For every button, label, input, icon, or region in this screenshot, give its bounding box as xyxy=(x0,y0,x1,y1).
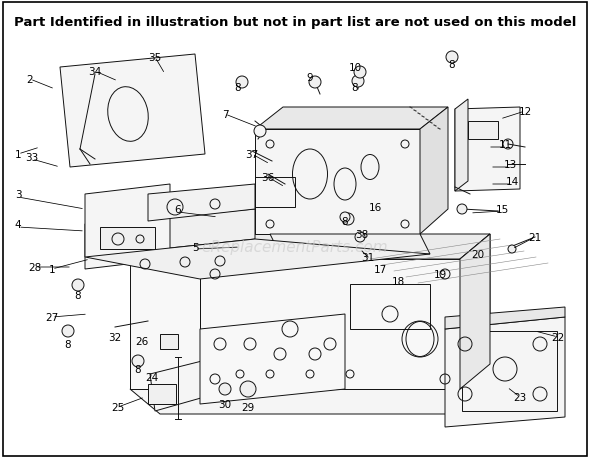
Polygon shape xyxy=(420,108,448,235)
Text: 34: 34 xyxy=(88,67,101,77)
Text: 10: 10 xyxy=(349,63,362,73)
Bar xyxy=(350,285,430,329)
Text: 8: 8 xyxy=(135,364,142,374)
Text: 8: 8 xyxy=(352,83,358,93)
Text: 25: 25 xyxy=(112,402,124,412)
Circle shape xyxy=(132,355,144,367)
Text: eReplacementParts.com: eReplacementParts.com xyxy=(202,240,388,255)
Text: 36: 36 xyxy=(261,173,274,183)
Text: 31: 31 xyxy=(361,252,375,263)
Polygon shape xyxy=(130,235,490,259)
Circle shape xyxy=(355,233,365,242)
Text: 8: 8 xyxy=(235,83,241,93)
Polygon shape xyxy=(60,55,205,168)
Text: 17: 17 xyxy=(373,264,386,274)
Text: Part Identified in illustration but not in part list are not used on this model: Part Identified in illustration but not … xyxy=(14,16,576,29)
Polygon shape xyxy=(255,108,448,130)
Circle shape xyxy=(62,325,74,337)
Text: 19: 19 xyxy=(434,269,447,280)
Text: 29: 29 xyxy=(241,402,255,412)
Text: 1: 1 xyxy=(49,264,55,274)
Text: 24: 24 xyxy=(145,372,159,382)
Text: 15: 15 xyxy=(496,205,509,214)
Text: 28: 28 xyxy=(28,263,42,272)
Circle shape xyxy=(309,77,321,89)
Text: 38: 38 xyxy=(355,230,369,240)
Polygon shape xyxy=(130,259,200,389)
Text: 14: 14 xyxy=(506,177,519,187)
Text: 35: 35 xyxy=(148,53,162,63)
Text: 1: 1 xyxy=(15,150,21,160)
Text: 7: 7 xyxy=(222,110,228,120)
Bar xyxy=(148,384,176,404)
Bar xyxy=(255,178,295,207)
Circle shape xyxy=(354,67,366,79)
Text: 8: 8 xyxy=(342,217,348,226)
Circle shape xyxy=(352,76,364,88)
Polygon shape xyxy=(445,317,565,427)
Circle shape xyxy=(219,383,231,395)
Text: 4: 4 xyxy=(15,219,21,230)
Text: 27: 27 xyxy=(45,312,58,322)
Circle shape xyxy=(72,280,84,291)
Polygon shape xyxy=(148,185,255,222)
Polygon shape xyxy=(460,235,490,389)
Polygon shape xyxy=(460,364,490,414)
Text: 13: 13 xyxy=(503,160,517,170)
Polygon shape xyxy=(150,359,215,411)
Text: 30: 30 xyxy=(218,399,231,409)
Polygon shape xyxy=(445,308,565,329)
Text: 37: 37 xyxy=(245,150,258,160)
Circle shape xyxy=(342,213,354,225)
Circle shape xyxy=(340,213,350,223)
Polygon shape xyxy=(455,100,468,191)
Circle shape xyxy=(446,52,458,64)
Text: 18: 18 xyxy=(391,276,405,286)
Text: 11: 11 xyxy=(499,140,512,150)
Text: 8: 8 xyxy=(75,291,81,300)
Text: 5: 5 xyxy=(192,242,198,252)
Bar xyxy=(462,331,557,411)
Text: 23: 23 xyxy=(513,392,527,402)
Polygon shape xyxy=(85,185,170,269)
Text: 6: 6 xyxy=(175,205,181,214)
Text: 3: 3 xyxy=(15,190,21,200)
Text: 8: 8 xyxy=(448,60,455,70)
Text: 33: 33 xyxy=(25,153,38,162)
Circle shape xyxy=(240,381,256,397)
Text: 2: 2 xyxy=(27,75,33,85)
Polygon shape xyxy=(255,130,420,235)
Text: 21: 21 xyxy=(529,233,542,242)
Bar xyxy=(100,228,155,249)
Polygon shape xyxy=(85,240,430,280)
Circle shape xyxy=(236,77,248,89)
Text: 8: 8 xyxy=(65,339,71,349)
Bar xyxy=(160,334,178,349)
Text: 9: 9 xyxy=(307,73,313,83)
Bar xyxy=(468,122,498,140)
Text: 12: 12 xyxy=(519,107,532,117)
Text: 20: 20 xyxy=(471,249,484,259)
Polygon shape xyxy=(85,210,255,257)
Circle shape xyxy=(508,246,516,253)
Polygon shape xyxy=(270,235,430,254)
Text: 16: 16 xyxy=(368,202,382,213)
Text: 26: 26 xyxy=(135,336,149,346)
Circle shape xyxy=(254,126,266,138)
Text: 22: 22 xyxy=(552,332,565,342)
Polygon shape xyxy=(460,235,490,389)
Polygon shape xyxy=(455,108,520,191)
Polygon shape xyxy=(200,314,345,404)
Polygon shape xyxy=(130,389,490,414)
Polygon shape xyxy=(200,259,460,389)
Circle shape xyxy=(457,205,467,214)
Text: 32: 32 xyxy=(109,332,122,342)
